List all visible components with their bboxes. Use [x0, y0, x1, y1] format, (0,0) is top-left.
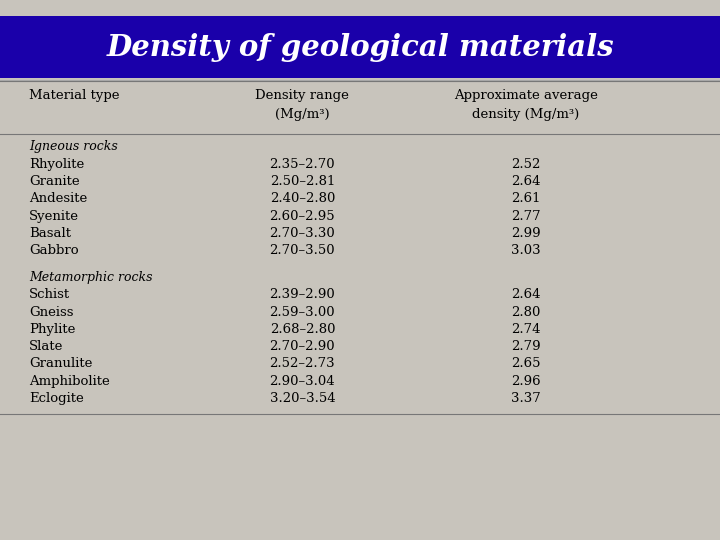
Text: Metamorphic rocks: Metamorphic rocks [29, 271, 153, 284]
Text: Gabbro: Gabbro [29, 244, 78, 257]
Text: Slate: Slate [29, 340, 63, 353]
Text: Rhyolite: Rhyolite [29, 158, 84, 171]
Text: Density of geological materials: Density of geological materials [106, 33, 614, 62]
Text: Schist: Schist [29, 288, 70, 301]
Text: 2.59–3.00: 2.59–3.00 [269, 306, 336, 319]
Text: Phylite: Phylite [29, 323, 75, 336]
Text: 2.61: 2.61 [511, 192, 540, 205]
Text: density (Mg/m³): density (Mg/m³) [472, 108, 579, 121]
Text: Gneiss: Gneiss [29, 306, 73, 319]
Text: 2.74: 2.74 [511, 323, 540, 336]
Text: 2.70–3.50: 2.70–3.50 [269, 244, 336, 257]
Text: 3.03: 3.03 [510, 244, 541, 257]
Text: 2.80: 2.80 [511, 306, 540, 319]
Text: Granite: Granite [29, 175, 79, 188]
Text: 2.39–2.90: 2.39–2.90 [269, 288, 336, 301]
Text: 2.64: 2.64 [511, 288, 540, 301]
Text: 3.37: 3.37 [510, 392, 541, 405]
Text: 2.52–2.73: 2.52–2.73 [269, 357, 336, 370]
Text: 2.60–2.95: 2.60–2.95 [269, 210, 336, 222]
Text: 2.70–2.90: 2.70–2.90 [269, 340, 336, 353]
Text: Igneous rocks: Igneous rocks [29, 140, 117, 153]
Text: 2.79: 2.79 [510, 340, 541, 353]
Text: 2.70–3.30: 2.70–3.30 [269, 227, 336, 240]
Text: Eclogite: Eclogite [29, 392, 84, 405]
Text: 2.65: 2.65 [511, 357, 540, 370]
Text: Andesite: Andesite [29, 192, 87, 205]
Text: Density range: Density range [256, 89, 349, 102]
Text: 2.50–2.81: 2.50–2.81 [270, 175, 335, 188]
Text: Material type: Material type [29, 89, 120, 102]
Text: 3.20–3.54: 3.20–3.54 [269, 392, 336, 405]
Text: (Mg/m³): (Mg/m³) [275, 108, 330, 121]
Text: 2.35–2.70: 2.35–2.70 [269, 158, 336, 171]
Text: 2.68–2.80: 2.68–2.80 [270, 323, 335, 336]
Text: Amphibolite: Amphibolite [29, 375, 109, 388]
Text: Granulite: Granulite [29, 357, 92, 370]
Text: Basalt: Basalt [29, 227, 71, 240]
Text: Approximate average: Approximate average [454, 89, 598, 102]
Text: 2.99: 2.99 [510, 227, 541, 240]
Text: Syenite: Syenite [29, 210, 78, 222]
Text: 2.90–3.04: 2.90–3.04 [269, 375, 336, 388]
Text: 2.52: 2.52 [511, 158, 540, 171]
Text: 2.64: 2.64 [511, 175, 540, 188]
Text: 2.96: 2.96 [510, 375, 541, 388]
Text: 2.40–2.80: 2.40–2.80 [270, 192, 335, 205]
Text: 2.77: 2.77 [510, 210, 541, 222]
Bar [0, 16, 720, 78]
